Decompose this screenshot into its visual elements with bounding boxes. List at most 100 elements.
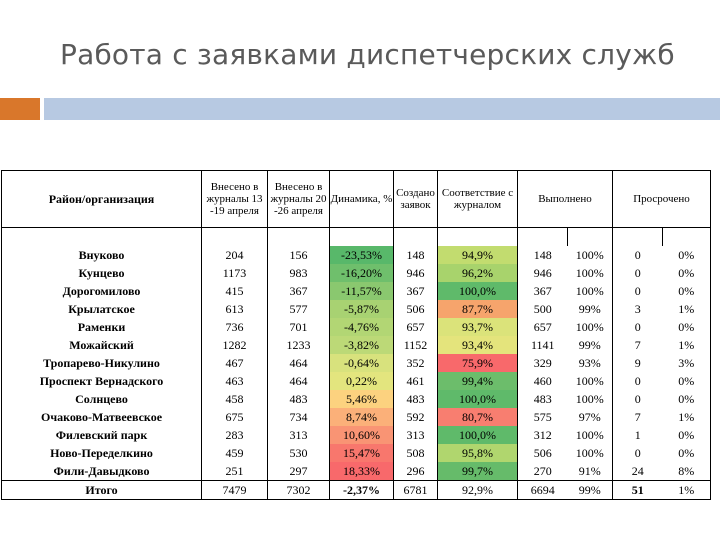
overdue-count-cell: 0: [612, 390, 663, 408]
match-cell: 93,4%: [437, 336, 518, 354]
done-percent-cell: 99%: [567, 336, 613, 354]
entered-curr-cell: 530: [267, 444, 330, 462]
created-cell: 592: [393, 408, 438, 426]
overdue-percent-cell: 0%: [662, 318, 711, 336]
entered-curr-cell: 297: [267, 462, 330, 481]
done-count-cell: 312: [517, 426, 568, 444]
created-cell: 352: [393, 354, 438, 372]
table-row: Дорогомилово 415 367 -11,57% 367 100,0% 367 100…: [1, 282, 711, 300]
dynamics-cell: -23,53%: [329, 246, 394, 264]
done-count-cell: 500: [517, 300, 568, 318]
dynamics-cell: 5,46%: [329, 390, 394, 408]
total-row: Итого 7479 7302 -2,37% 6781 92,9% 6694 99% 51 1%: [1, 480, 711, 500]
overdue-count-cell: 24: [612, 462, 663, 481]
match-cell: 100,0%: [437, 282, 518, 300]
created-cell: 461: [393, 372, 438, 390]
district-name: Можайский: [1, 336, 202, 354]
done-count-cell: 657: [517, 318, 568, 336]
overdue-count-cell: 0: [612, 318, 663, 336]
overdue-count-cell: 3: [612, 300, 663, 318]
match-cell: 100,0%: [437, 390, 518, 408]
dynamics-cell: -4,76%: [329, 318, 394, 336]
total-entered-curr: 7302: [267, 480, 330, 500]
total-entered-prev: 7479: [201, 480, 268, 500]
done-count-cell: 483: [517, 390, 568, 408]
table-row: Раменки 736 701 -4,76% 657 93,7% 657 100% 0 0%: [1, 318, 711, 336]
district-name: Кунцево: [1, 264, 202, 282]
done-percent-cell: 100%: [567, 318, 613, 336]
district-name: Филевский парк: [1, 426, 202, 444]
dynamics-cell: -0,64%: [329, 354, 394, 372]
overdue-percent-cell: 3%: [662, 354, 711, 372]
done-percent-cell: 100%: [567, 444, 613, 462]
dynamics-cell: 18,33%: [329, 462, 394, 481]
header-district: Район/организация: [1, 170, 202, 228]
match-cell: 94,9%: [437, 246, 518, 264]
overdue-percent-cell: 8%: [662, 462, 711, 481]
match-cell: 75,9%: [437, 354, 518, 372]
entered-prev-cell: 204: [201, 246, 268, 264]
match-cell: 100,0%: [437, 426, 518, 444]
created-cell: 506: [393, 300, 438, 318]
district-name: Внуково: [1, 246, 202, 264]
created-cell: 367: [393, 282, 438, 300]
total-dynamics: -2,37%: [329, 480, 394, 500]
overdue-count-cell: 7: [612, 408, 663, 426]
entered-prev-cell: 283: [201, 426, 268, 444]
header-done: Выполнено: [517, 170, 613, 228]
table-row: Можайский 1282 1233 -3,82% 1152 93,4% 1141 99% 7…: [1, 336, 711, 354]
match-cell: 93,7%: [437, 318, 518, 336]
entered-prev-cell: 459: [201, 444, 268, 462]
entered-curr-cell: 313: [267, 426, 330, 444]
dynamics-cell: 0,22%: [329, 372, 394, 390]
done-percent-cell: 100%: [567, 246, 613, 264]
done-count-cell: 1141: [517, 336, 568, 354]
dispatch-requests-table: Район/организация Внесено в журналы 13 -…: [1, 170, 711, 500]
entered-prev-cell: 251: [201, 462, 268, 481]
created-cell: 483: [393, 390, 438, 408]
created-cell: 1152: [393, 336, 438, 354]
done-percent-cell: 93%: [567, 354, 613, 372]
overdue-count-cell: 9: [612, 354, 663, 372]
dynamics-cell: 15,47%: [329, 444, 394, 462]
overdue-count-cell: 0: [612, 246, 663, 264]
total-created: 6781: [393, 480, 438, 500]
done-count-cell: 367: [517, 282, 568, 300]
district-name: Крылатское: [1, 300, 202, 318]
header-gap-row: [1, 227, 711, 246]
done-percent-cell: 100%: [567, 426, 613, 444]
created-cell: 296: [393, 462, 438, 481]
entered-prev-cell: 1173: [201, 264, 268, 282]
total-done-percent: 99%: [567, 480, 613, 500]
entered-curr-cell: 483: [267, 390, 330, 408]
overdue-percent-cell: 0%: [662, 390, 711, 408]
entered-prev-cell: 675: [201, 408, 268, 426]
overdue-count-cell: 0: [612, 264, 663, 282]
accent-bar-orange: [0, 98, 40, 120]
district-name: Солнцево: [1, 390, 202, 408]
accent-bar-blue: [44, 98, 720, 120]
slide-title: Работа с заявками диспетчерских служб: [60, 38, 675, 71]
done-count-cell: 329: [517, 354, 568, 372]
overdue-percent-cell: 0%: [662, 246, 711, 264]
header-match: Соответствие с журналом: [437, 170, 518, 228]
entered-curr-cell: 577: [267, 300, 330, 318]
done-count-cell: 270: [517, 462, 568, 481]
match-cell: 87,7%: [437, 300, 518, 318]
table-row: Ново-Переделкино 459 530 15,47% 508 95,8% 506 1…: [1, 444, 711, 462]
overdue-count-cell: 7: [612, 336, 663, 354]
header-created: Создано заявок: [393, 170, 438, 228]
district-name: Раменки: [1, 318, 202, 336]
entered-prev-cell: 613: [201, 300, 268, 318]
done-count-cell: 575: [517, 408, 568, 426]
overdue-percent-cell: 0%: [662, 282, 711, 300]
header-dynamics: Динамика, %: [329, 170, 394, 228]
done-percent-cell: 100%: [567, 390, 613, 408]
done-count-cell: 946: [517, 264, 568, 282]
overdue-percent-cell: 0%: [662, 372, 711, 390]
done-count-cell: 148: [517, 246, 568, 264]
overdue-count-cell: 1: [612, 426, 663, 444]
entered-curr-cell: 1233: [267, 336, 330, 354]
entered-prev-cell: 458: [201, 390, 268, 408]
total-overdue-percent: 1%: [662, 480, 711, 500]
